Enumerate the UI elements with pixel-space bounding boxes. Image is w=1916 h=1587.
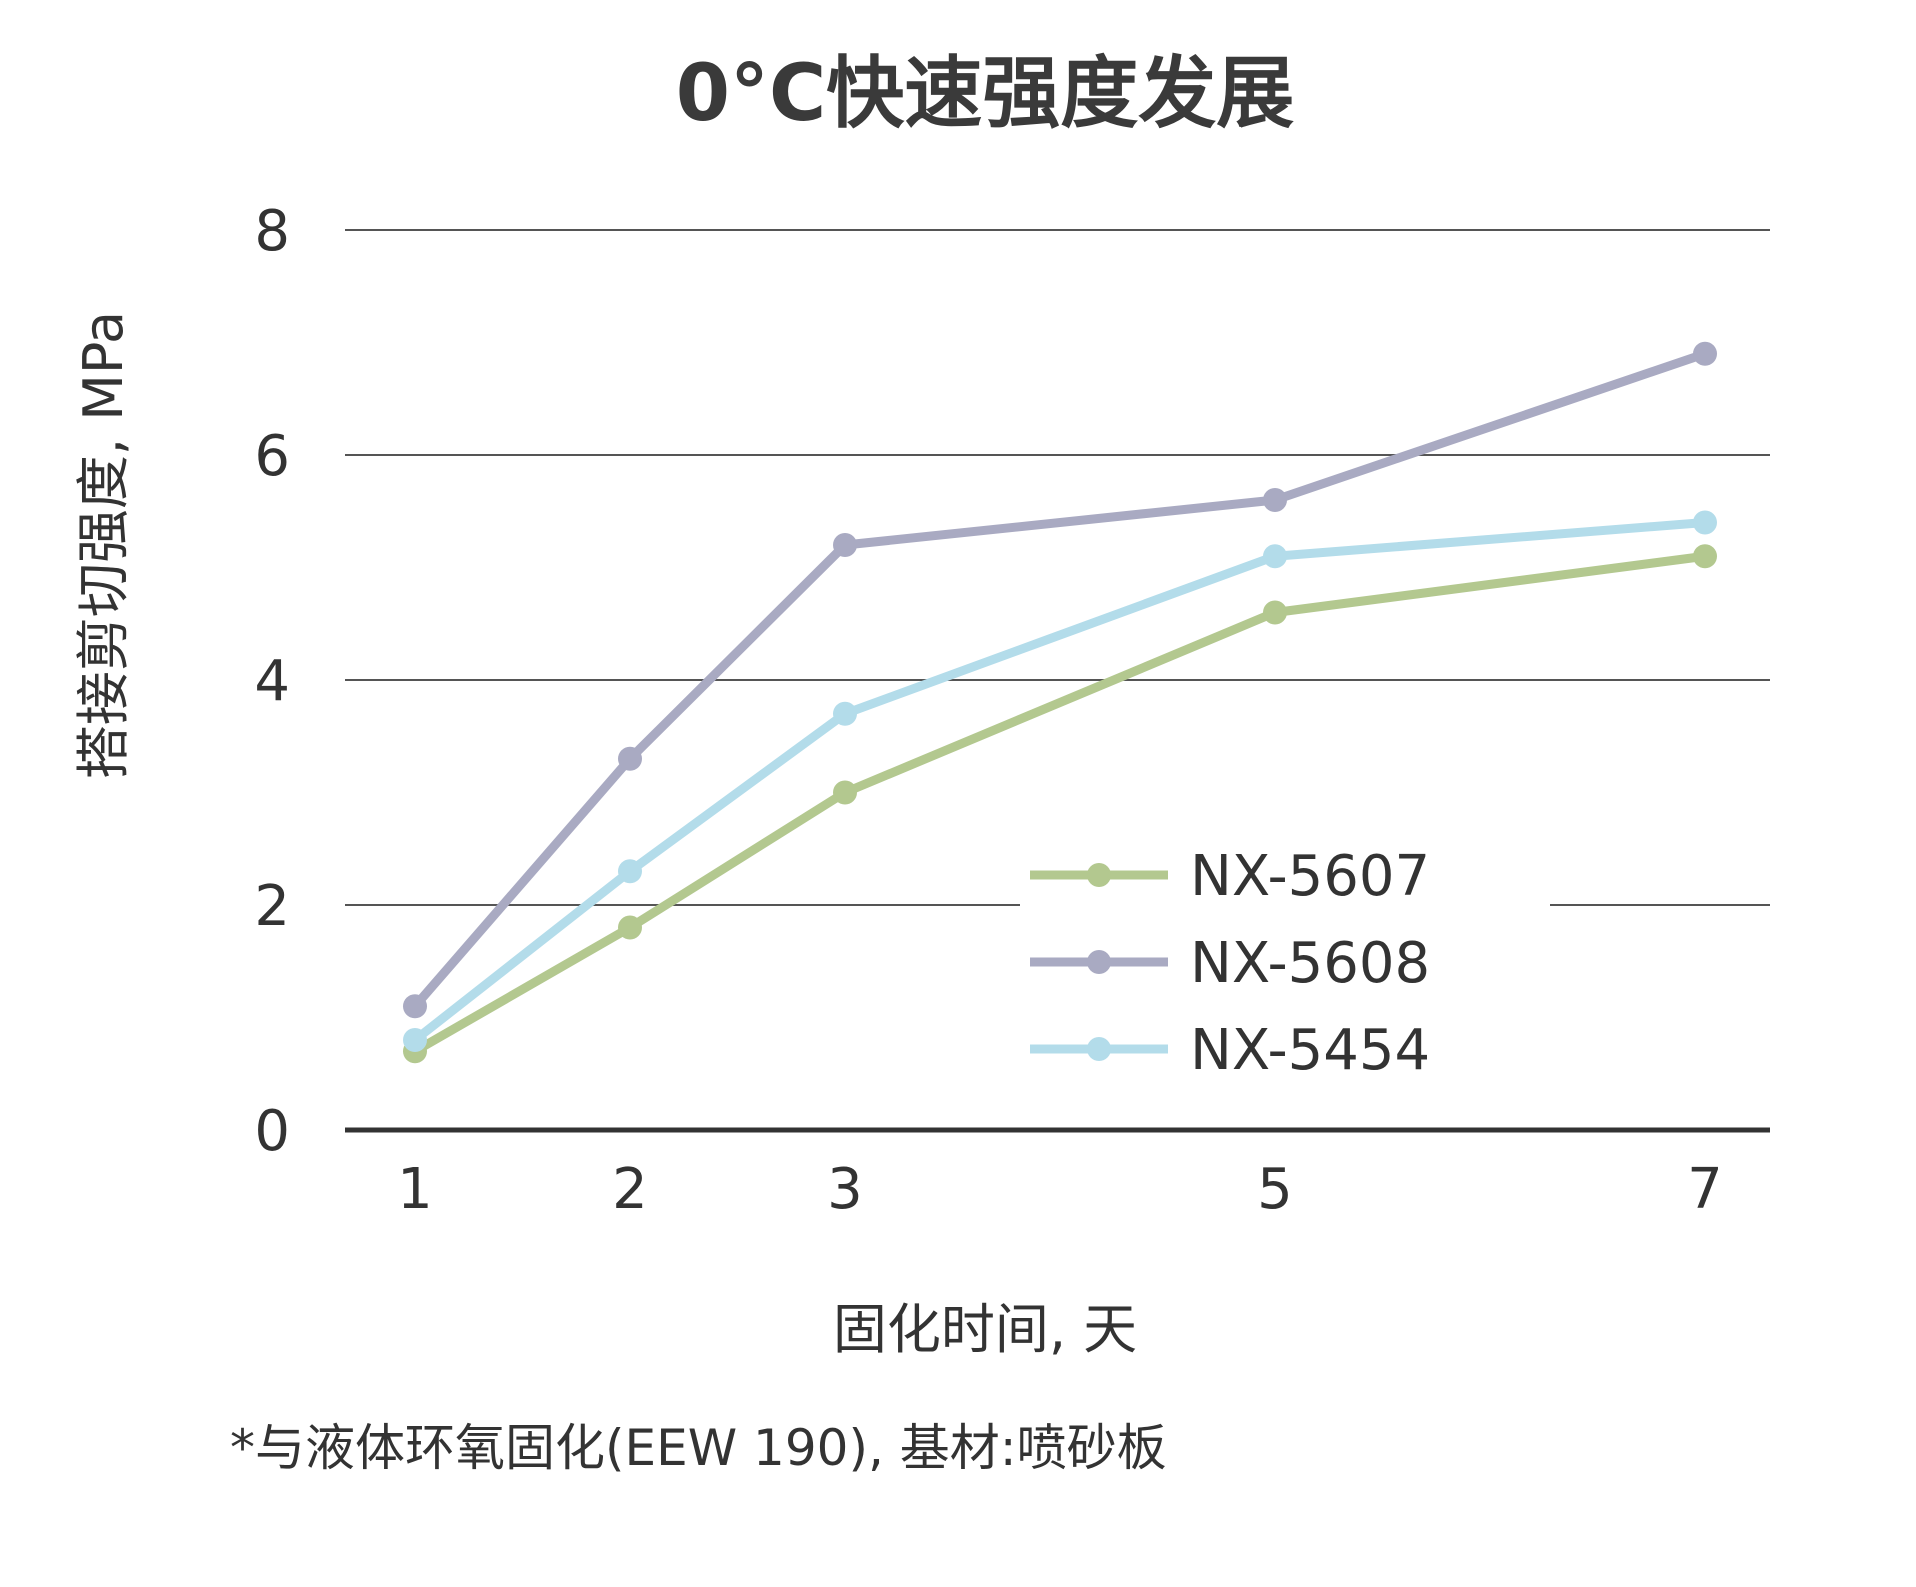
footnote: *与液体环氧固化(EEW 190), 基材:喷砂板 (230, 1419, 1167, 1477)
series-NX-5607 (403, 544, 1717, 1064)
legend-swatch-marker (1087, 863, 1111, 887)
data-point (1263, 488, 1287, 512)
series-lines (403, 341, 1717, 1064)
legend: NX-5607 NX-5608 NX-5454 (1020, 830, 1550, 1083)
chart-title: 0°C快速强度发展 (676, 49, 1295, 139)
data-point (1693, 510, 1717, 535)
x-axis-label: 固化时间, 天 (833, 1298, 1137, 1361)
y-tick-label: 6 (254, 424, 290, 489)
x-tick-label: 1 (397, 1157, 433, 1222)
legend-label: NX-5454 (1190, 1018, 1430, 1083)
data-point (618, 859, 642, 884)
data-point (403, 994, 427, 1019)
data-point (403, 1028, 427, 1052)
legend-label: NX-5608 (1190, 931, 1430, 996)
x-tick-label: 2 (612, 1157, 648, 1222)
series-NX-5608 (403, 341, 1717, 1019)
data-point (1693, 544, 1717, 569)
data-point (833, 780, 857, 805)
legend-swatch-marker (1087, 1037, 1111, 1061)
x-axis-ticks: 1 2 3 5 7 (397, 1157, 1723, 1222)
data-point (618, 746, 642, 771)
legend-label: NX-5607 (1190, 844, 1430, 909)
data-point (833, 533, 857, 557)
legend-item: NX-5454 (1030, 1018, 1430, 1083)
y-tick-label: 0 (254, 1099, 290, 1164)
data-point (1263, 600, 1287, 625)
data-point (618, 915, 642, 940)
data-point (833, 701, 857, 726)
data-point (1263, 544, 1287, 569)
x-tick-label: 5 (1257, 1157, 1293, 1222)
legend-item: NX-5607 (1030, 844, 1430, 909)
y-tick-label: 4 (254, 649, 290, 714)
series-NX-5454 (403, 510, 1717, 1052)
y-tick-label: 2 (254, 874, 290, 939)
legend-item: NX-5608 (1030, 931, 1430, 996)
data-point (1693, 341, 1717, 366)
legend-swatch-marker (1087, 950, 1111, 974)
y-axis-ticks: 0 2 4 6 8 (254, 199, 290, 1164)
y-axis-label: 搭接剪切强度, MPa (72, 311, 135, 779)
x-tick-label: 3 (827, 1157, 863, 1222)
y-tick-label: 8 (254, 199, 290, 264)
x-tick-label: 7 (1687, 1157, 1723, 1222)
